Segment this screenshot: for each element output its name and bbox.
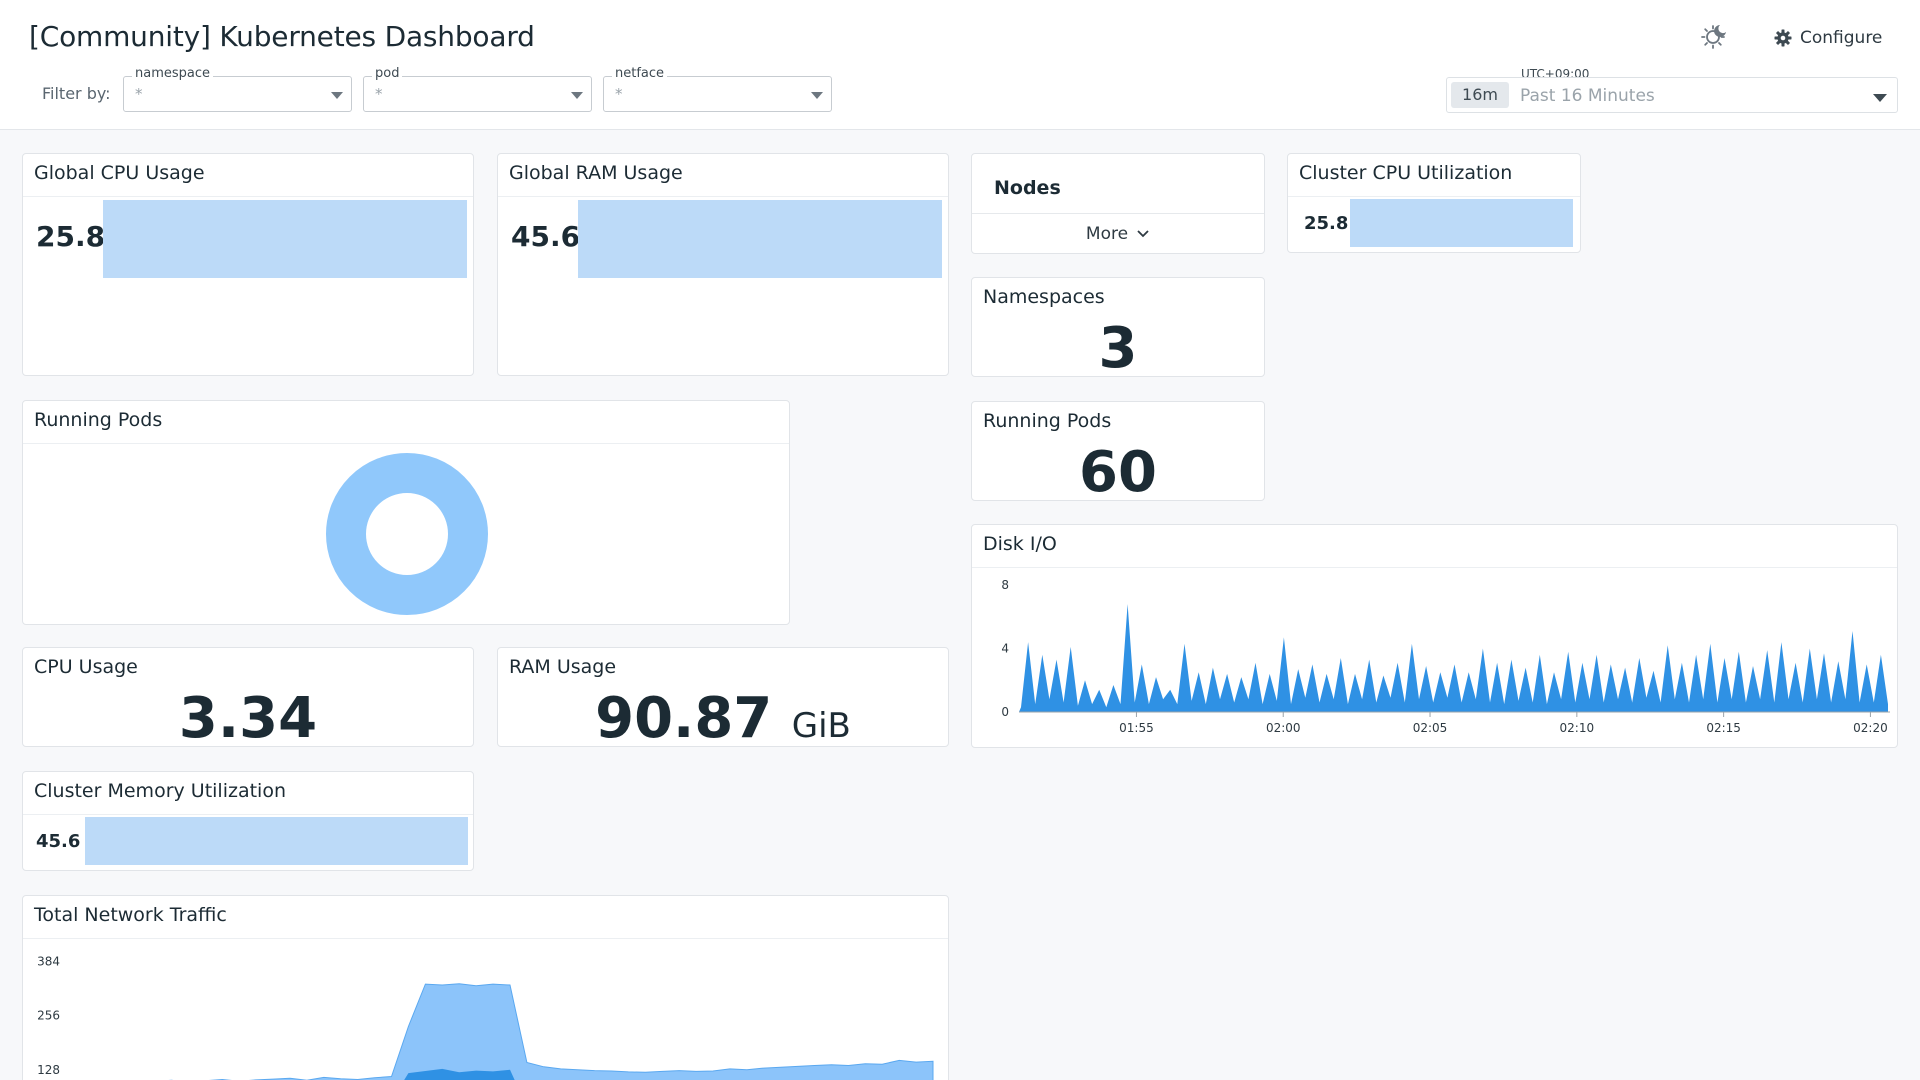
running-pods-count-widget: Running Pods 60 <box>971 401 1265 501</box>
pod-filter-label: pod <box>372 66 403 81</box>
theme-toggle-icon[interactable] <box>1700 22 1728 50</box>
netface-filter-value: * <box>615 85 623 103</box>
cluster-cpu-bar <box>1350 199 1573 247</box>
global-cpu-widget: Global CPU Usage 25.8 <box>22 153 474 376</box>
widget-divider <box>1288 196 1580 197</box>
netface-filter[interactable]: netface * <box>603 66 832 112</box>
y-tick-label: 128 <box>37 1063 60 1077</box>
caret-down-icon <box>1873 94 1887 102</box>
ram-usage-unit: GiB <box>791 706 851 746</box>
x-tick-label: 02:05 <box>1413 721 1448 735</box>
namespace-filter-label: namespace <box>132 66 214 81</box>
widget-title: Running Pods <box>34 409 163 431</box>
cpu-usage-value: 3.34 <box>178 686 318 747</box>
cluster-memory-value: 45.6 <box>36 831 81 852</box>
configure-label: Configure <box>1800 28 1883 48</box>
global-ram-bar <box>578 200 942 278</box>
pod-filter[interactable]: pod * <box>363 66 592 112</box>
running-pods-count: 60 <box>1079 440 1157 501</box>
namespaces-count: 3 <box>1098 316 1138 377</box>
widget-divider <box>23 938 948 939</box>
chevron-down-icon <box>1137 229 1149 237</box>
disk-io-chart: 0 4 8 01:55 02:00 02:05 02:10 02:15 02:20 <box>1001 578 1890 735</box>
x-tick-label: 02:00 <box>1266 721 1301 735</box>
widget-title: CPU Usage <box>34 656 138 678</box>
widget-divider <box>972 567 1897 568</box>
global-cpu-bar <box>103 200 467 278</box>
donut-ring <box>326 453 488 615</box>
x-tick-label: 02:10 <box>1560 721 1595 735</box>
widget-title: Running Pods <box>983 410 1112 432</box>
disk-io-series-area <box>1019 604 1888 712</box>
widget-title: Disk I/O <box>983 533 1057 555</box>
cpu-usage-widget: CPU Usage 3.34 <box>22 647 474 747</box>
global-cpu-value: 25.8 <box>36 220 106 253</box>
widget-title: Cluster Memory Utilization <box>34 780 286 802</box>
y-tick-label: 256 <box>37 1009 60 1023</box>
time-range-text: Past 16 Minutes <box>1520 86 1655 106</box>
x-tick-label: 01:55 <box>1119 721 1154 735</box>
nodes-widget: Nodes More <box>971 153 1265 254</box>
widget-title: Total Network Traffic <box>34 904 227 926</box>
global-ram-value: 45.6 <box>511 220 581 253</box>
widget-title: Global RAM Usage <box>509 162 683 184</box>
widget-title: Nodes <box>994 177 1061 199</box>
cluster-memory-bar <box>85 817 468 865</box>
widget-title: Namespaces <box>983 286 1105 308</box>
namespace-filter-value: * <box>135 85 143 103</box>
ram-usage-value-row: 90.87 GiB <box>498 686 948 747</box>
network-traffic-chart: 128 256 384 <box>37 954 934 1080</box>
running-pods-donut-chart <box>326 453 488 615</box>
widget-title: Cluster CPU Utilization <box>1299 162 1513 184</box>
chevron-down-icon <box>571 92 583 99</box>
running-pods-donut-widget: Running Pods <box>22 400 790 625</box>
ram-usage-widget: RAM Usage 90.87 GiB <box>497 647 949 747</box>
namespaces-widget: Namespaces 3 <box>971 277 1265 377</box>
widget-divider <box>23 443 789 444</box>
nodes-more-button[interactable]: More <box>972 213 1264 253</box>
gear-icon <box>1774 29 1792 47</box>
widget-title: RAM Usage <box>509 656 617 678</box>
disk-io-widget: Disk I/O 0 4 8 01:55 02:00 02:05 02:10 02:15 02:… <box>971 524 1898 748</box>
chevron-down-icon <box>811 92 823 99</box>
page-title: [Community] Kubernetes Dashboard <box>29 20 535 53</box>
y-tick-label: 4 <box>1001 642 1009 656</box>
network-series-lower <box>404 1068 515 1080</box>
cluster-memory-widget: Cluster Memory Utilization 45.6 <box>22 771 474 871</box>
global-ram-widget: Global RAM Usage 45.6 <box>497 153 949 376</box>
y-tick-label: 8 <box>1001 578 1009 592</box>
chevron-down-icon <box>331 92 343 99</box>
widget-divider <box>23 196 473 197</box>
time-range-picker[interactable]: 16m Past 16 Minutes <box>1446 77 1898 113</box>
widget-title: Global CPU Usage <box>34 162 205 184</box>
y-tick-label: 384 <box>37 954 60 968</box>
x-tick-label: 02:20 <box>1853 721 1888 735</box>
time-range-chip: 16m <box>1451 82 1509 108</box>
y-tick-label: 0 <box>1001 705 1009 719</box>
configure-button[interactable]: Configure <box>1774 24 1882 52</box>
cluster-cpu-widget: Cluster CPU Utilization 25.8 <box>1287 153 1581 253</box>
x-tick-label: 02:15 <box>1706 721 1741 735</box>
cluster-cpu-value: 25.8 <box>1304 213 1349 234</box>
network-traffic-widget: Total Network Traffic 128 256 384 <box>22 895 949 1080</box>
network-series-upper <box>168 983 934 1080</box>
more-label: More <box>1085 223 1129 244</box>
filter-label: Filter by: <box>42 84 111 103</box>
pod-filter-value: * <box>375 85 383 103</box>
dashboard-header: [Community] Kubernetes Dashboard Filter … <box>0 0 1920 130</box>
widget-divider <box>23 814 473 815</box>
netface-filter-label: netface <box>612 66 668 81</box>
ram-usage-value: 90.87 <box>595 686 773 747</box>
widget-divider <box>498 196 948 197</box>
namespace-filter[interactable]: namespace * <box>123 66 352 112</box>
